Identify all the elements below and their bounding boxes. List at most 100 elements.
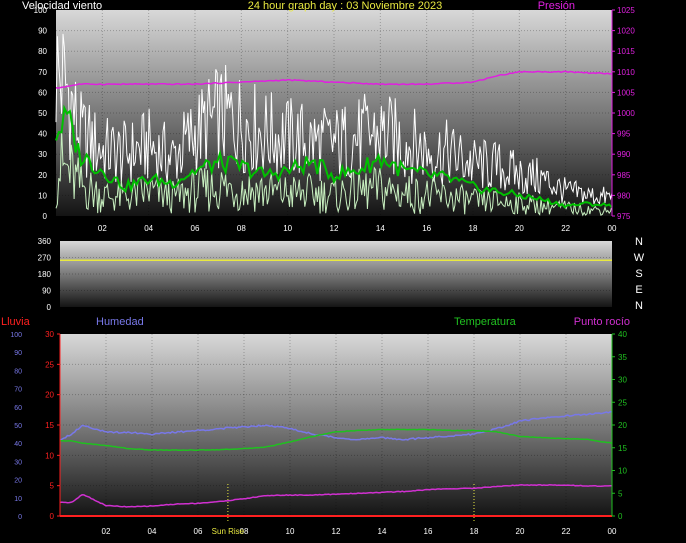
compass-label: N bbox=[635, 300, 643, 312]
temp-tick-label: 10 bbox=[618, 467, 627, 476]
wind-x-tick-label: 22 bbox=[561, 224, 570, 233]
wind-tick-label: 70 bbox=[38, 68, 47, 77]
temp-x-tick-label: 14 bbox=[378, 527, 387, 536]
direction-tick-label: 270 bbox=[38, 254, 52, 263]
wind-series bbox=[55, 33, 613, 217]
pressure-tick-label: 1020 bbox=[617, 27, 635, 36]
pressure-tick-label: 1000 bbox=[617, 109, 635, 118]
temp-tick-label: 40 bbox=[618, 330, 627, 339]
wind-x-ticks: 02 04 06 08 10 12 14 16 18 20 22 00 bbox=[98, 224, 617, 233]
direction-y-ticks: 0 90 180 270 360 bbox=[38, 237, 52, 312]
rain-label: Lluvia bbox=[1, 316, 31, 328]
gust-line bbox=[55, 33, 613, 205]
wind-axis-label: Velocidad viento bbox=[22, 0, 102, 12]
pressure-tick-label: 980 bbox=[617, 191, 631, 200]
temp-x-tick-label: 08 bbox=[240, 527, 249, 536]
direction-tick-label: 360 bbox=[38, 237, 52, 246]
compass-label: W bbox=[634, 252, 645, 264]
temp-x-tick-label: 22 bbox=[562, 527, 571, 536]
rain-tick-label: 0 bbox=[50, 512, 55, 521]
temp-tick-label: 15 bbox=[618, 444, 627, 453]
rain-tick-label: 30 bbox=[45, 330, 54, 339]
wind-tick-label: 50 bbox=[38, 109, 47, 118]
wind-tick-label: 0 bbox=[43, 212, 48, 221]
wind-tick-label: 90 bbox=[38, 27, 47, 36]
temp-tick-label: 35 bbox=[618, 353, 627, 362]
wind-left-ticks: 0 10 20 30 40 50 60 70 80 90 100 bbox=[34, 6, 48, 221]
wind-x-tick-label: 08 bbox=[237, 224, 246, 233]
humidity-tick-label: 90 bbox=[14, 350, 22, 357]
temp-x-tick-label: 06 bbox=[194, 527, 203, 536]
wind-x-tick-label: 14 bbox=[376, 224, 385, 233]
humidity-tick-label: 20 bbox=[14, 478, 22, 485]
temp-tick-label: 0 bbox=[618, 512, 623, 521]
average-line bbox=[55, 104, 613, 209]
compass-label: S bbox=[635, 268, 642, 280]
direction-grid bbox=[60, 257, 612, 291]
temp-x-tick-label: 00 bbox=[608, 527, 617, 536]
wind-x-tick-label: 16 bbox=[422, 224, 431, 233]
wind-tick-label: 20 bbox=[38, 171, 47, 180]
pressure-tick-label: 985 bbox=[617, 171, 631, 180]
direction-tick-label: 0 bbox=[47, 303, 52, 312]
temp-x-tick-label: 04 bbox=[148, 527, 157, 536]
temperature-ticks: 0 5 10 15 20 25 30 35 40 bbox=[611, 330, 627, 521]
humidity-tick-label: 0 bbox=[18, 514, 22, 521]
sunrise-label: Sun Rise bbox=[212, 527, 245, 536]
pressure-tick-label: 990 bbox=[617, 150, 631, 159]
direction-plot-area bbox=[60, 241, 612, 307]
pressure-tick-label: 995 bbox=[617, 130, 631, 139]
wind-x-tick-label: 10 bbox=[283, 224, 292, 233]
wind-x-tick-label: 06 bbox=[191, 224, 200, 233]
dewpoint-line bbox=[59, 484, 613, 508]
wind-tick-label: 10 bbox=[38, 191, 47, 200]
rain-tick-label: 10 bbox=[45, 451, 54, 460]
chart-title: 24 hour graph day : 03 Noviembre 2023 bbox=[248, 0, 442, 12]
temp-tick-label: 5 bbox=[618, 489, 623, 498]
temp-x-tick-label: 18 bbox=[470, 527, 479, 536]
pressure-tick-label: 975 bbox=[617, 212, 631, 221]
temp-tick-label: 25 bbox=[618, 398, 627, 407]
rain-ticks: 0 5 10 15 20 25 30 bbox=[45, 330, 61, 521]
wind-tick-label: 80 bbox=[38, 47, 47, 56]
pressure-tick-label: 1015 bbox=[617, 47, 635, 56]
humidity-tick-label: 40 bbox=[14, 441, 22, 448]
wind-tick-label: 40 bbox=[38, 130, 47, 139]
humidity-tick-label: 80 bbox=[14, 368, 22, 375]
compass-label: E bbox=[635, 284, 642, 296]
wind-x-tick-label: 12 bbox=[330, 224, 339, 233]
pressure-tick-label: 1005 bbox=[617, 88, 635, 97]
temp-grid bbox=[60, 334, 613, 522]
wind-tick-label: 60 bbox=[38, 88, 47, 97]
temp-tick-label: 20 bbox=[618, 421, 627, 430]
rain-tick-label: 20 bbox=[45, 391, 54, 400]
humidity-tick-label: 60 bbox=[14, 405, 22, 412]
pressure-axis-label: Presión bbox=[538, 0, 575, 12]
wind-x-tick-label: 04 bbox=[144, 224, 153, 233]
pressure-line bbox=[55, 70, 613, 89]
pressure-tick-label: 1010 bbox=[617, 68, 635, 77]
wind-x-tick-label: 02 bbox=[98, 224, 107, 233]
temp-x-tick-label: 16 bbox=[424, 527, 433, 536]
temp-x-ticks: 02 04 06 08 10 12 14 16 18 20 22 00 Sun Rise bbox=[102, 527, 617, 536]
temp-series bbox=[59, 410, 613, 517]
pressure-tick-label: 1025 bbox=[617, 6, 635, 15]
temp-tick-label: 30 bbox=[618, 376, 627, 385]
rain-tick-label: 15 bbox=[45, 421, 54, 430]
wind-tick-label: 100 bbox=[34, 6, 48, 15]
compass-label: N bbox=[635, 236, 643, 248]
humidity-tick-label: 50 bbox=[14, 423, 22, 430]
humidity-tick-label: 30 bbox=[14, 459, 22, 466]
dewpoint-label: Punto rocío bbox=[574, 316, 630, 328]
rain-tick-label: 25 bbox=[45, 360, 54, 369]
humidity-label: Humedad bbox=[96, 316, 144, 328]
temp-x-tick-label: 10 bbox=[286, 527, 295, 536]
humidity-tick-label: 100 bbox=[10, 332, 22, 339]
temp-x-tick-label: 20 bbox=[516, 527, 525, 536]
temp-x-tick-label: 12 bbox=[332, 527, 341, 536]
wind-x-tick-label: 00 bbox=[608, 224, 617, 233]
